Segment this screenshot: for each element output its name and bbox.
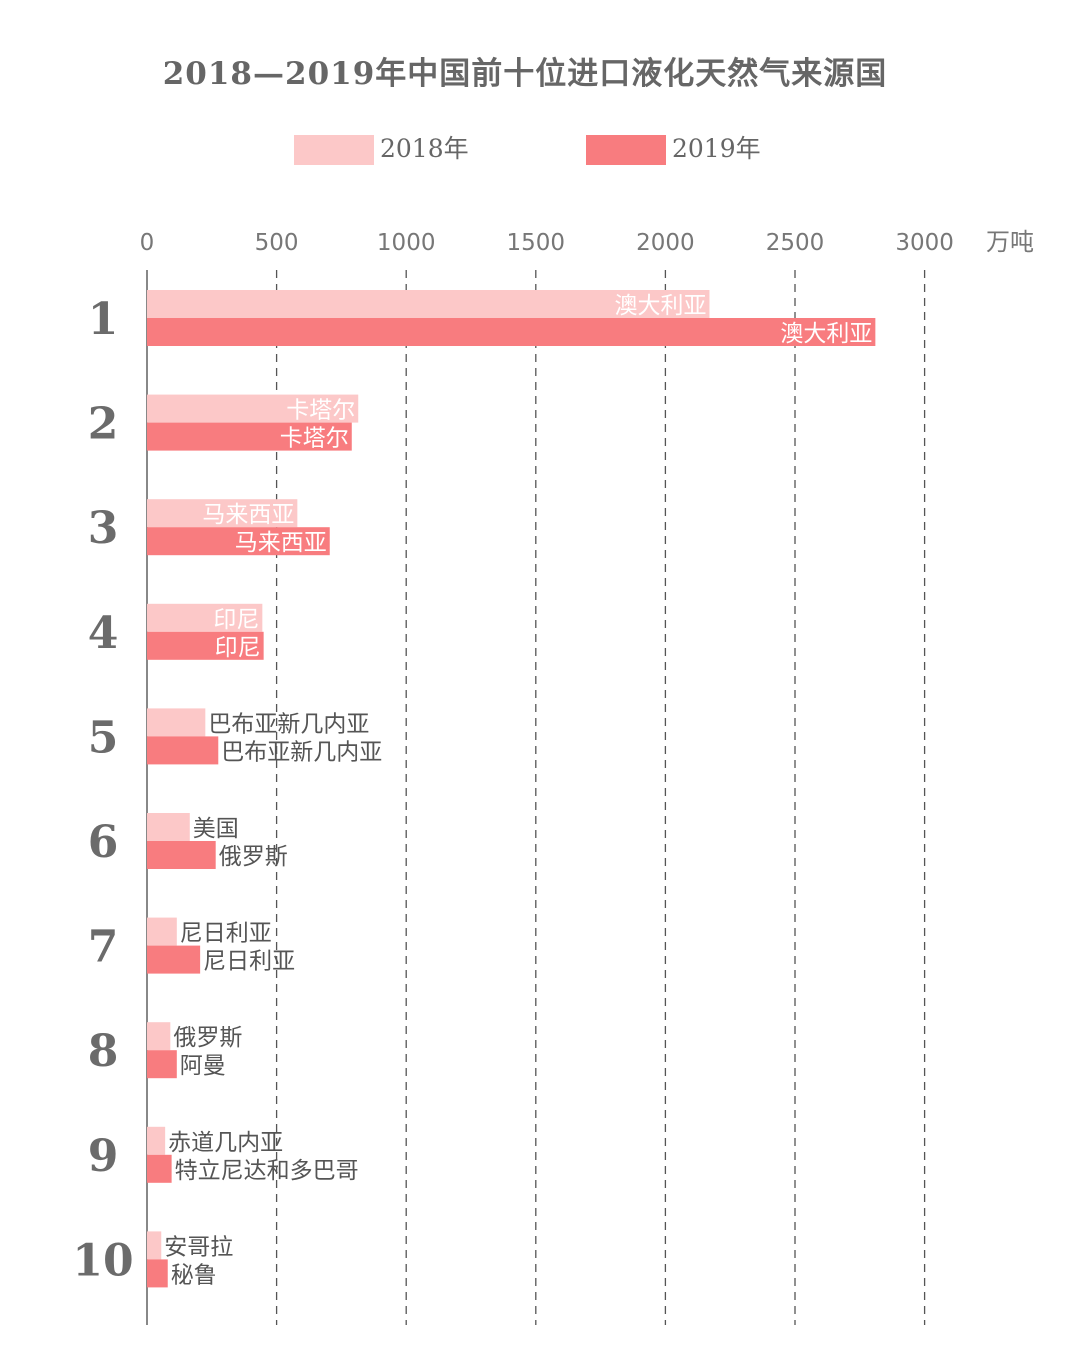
bar-2018-4	[147, 603, 263, 632]
bar-2018-7	[147, 917, 177, 946]
bar-label-2018-7: 尼日利亚	[180, 921, 272, 947]
unit-label: 万吨	[986, 228, 1034, 256]
bar-2019-10	[147, 1259, 168, 1288]
bar-label-2018-6: 美国	[193, 816, 239, 842]
bar-label-2018-4: 印尼	[213, 607, 259, 633]
bar-2018-6	[147, 813, 190, 841]
bar-label-2019-2: 卡塔尔	[280, 426, 349, 452]
rank-label-3: 3	[88, 503, 119, 554]
bar-2018-5	[147, 708, 206, 737]
x-tick-label-3000: 3000	[895, 230, 954, 256]
bar-2019-5	[147, 736, 219, 765]
rank-label-1: 1	[88, 294, 119, 345]
x-tick-label-1000: 1000	[377, 230, 436, 256]
legend-label-2018: 2018年	[380, 134, 469, 163]
rank-label-8: 8	[88, 1026, 119, 1077]
bar-label-2019-4: 印尼	[215, 635, 261, 661]
bar-2018-8	[147, 1022, 171, 1051]
bar-label-2019-8: 阿曼	[180, 1053, 226, 1079]
rank-label-5: 5	[88, 712, 119, 763]
legend-label-2019: 2019年	[672, 134, 761, 163]
bar-2019-9	[147, 1154, 172, 1183]
bar-label-2019-7: 尼日利亚	[203, 949, 295, 975]
rank-label-4: 4	[88, 608, 119, 659]
bar-2019-2	[147, 422, 352, 451]
bar-2019-4	[147, 631, 264, 660]
bar-label-2019-6: 俄罗斯	[219, 844, 288, 870]
rank-label-6: 6	[88, 817, 119, 868]
bar-label-2018-5: 巴布亚新几内亚	[208, 711, 369, 737]
x-tick-label-2500: 2500	[766, 230, 825, 256]
x-tick-label-500: 500	[255, 230, 299, 256]
bar-label-2018-9: 赤道几内亚	[168, 1130, 283, 1156]
bar-label-2019-10: 秘鲁	[171, 1262, 217, 1288]
legend-swatch-2018	[294, 135, 374, 165]
bar-2018-3	[147, 499, 298, 528]
bar-2018-1	[147, 290, 710, 318]
bar-label-2018-8: 俄罗斯	[173, 1025, 242, 1051]
bar-2019-6	[147, 841, 216, 869]
bar-label-2019-1: 澳大利亚	[780, 321, 872, 347]
x-tick-label-2000: 2000	[636, 230, 695, 256]
bar-2019-3	[147, 527, 330, 556]
bar-label-2018-1: 澳大利亚	[614, 293, 706, 319]
bar-label-2018-3: 马来西亚	[202, 502, 294, 528]
bar-label-2019-5: 巴布亚新几内亚	[221, 739, 382, 765]
rank-label-2: 2	[88, 399, 119, 450]
bar-label-2018-10: 安哥拉	[164, 1234, 233, 1260]
bar-2019-1	[147, 318, 876, 346]
bar-label-2019-3: 马来西亚	[235, 530, 327, 556]
rank-label-9: 9	[88, 1131, 119, 1182]
bar-2019-7	[147, 945, 201, 974]
legend-swatch-2019	[586, 135, 666, 165]
rank-label-10: 10	[72, 1235, 133, 1286]
bar-2018-9	[147, 1126, 166, 1155]
bar-2018-2	[147, 394, 359, 423]
x-tick-label-0: 0	[140, 230, 155, 256]
x-tick-label-1500: 1500	[507, 230, 566, 256]
chart-title: 2018—2019年中国前十位进口液化天然气来源国	[162, 56, 888, 92]
bar-label-2019-9: 特立尼达和多巴哥	[175, 1158, 359, 1184]
rank-label-7: 7	[88, 922, 119, 973]
bar-2018-10	[147, 1231, 162, 1260]
bar-2019-8	[147, 1050, 177, 1079]
bar-label-2018-2: 卡塔尔	[286, 398, 355, 424]
